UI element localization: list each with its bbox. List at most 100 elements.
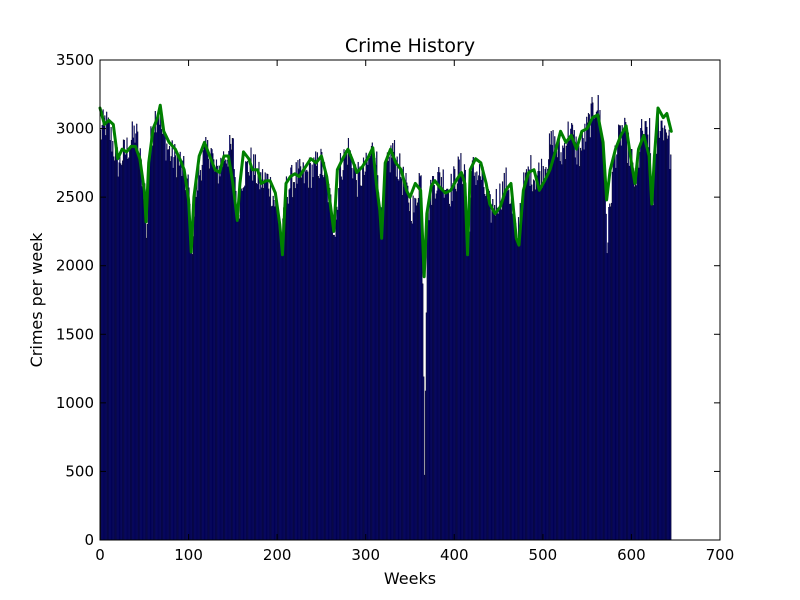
bar	[287, 203, 289, 541]
bar	[396, 156, 398, 541]
x-axis-title: Weeks	[384, 569, 436, 588]
bar	[238, 214, 240, 541]
bar	[198, 165, 200, 541]
bar	[461, 176, 463, 541]
bar	[211, 149, 213, 541]
bar	[638, 167, 640, 541]
bar	[611, 171, 613, 541]
y-tick-label: 0	[84, 531, 94, 549]
bar	[469, 231, 471, 541]
bar	[626, 162, 629, 541]
bar	[659, 131, 661, 541]
bar	[289, 188, 291, 541]
bar	[105, 135, 107, 541]
bar	[236, 216, 238, 541]
bar	[419, 176, 421, 541]
bar	[656, 123, 659, 541]
bar	[328, 183, 330, 541]
bar	[182, 160, 184, 541]
bar	[456, 183, 458, 541]
bar	[260, 172, 262, 541]
bar	[258, 161, 260, 541]
bar	[427, 199, 429, 541]
bar	[430, 179, 432, 541]
bar	[293, 182, 295, 541]
bar	[494, 205, 496, 541]
bar	[132, 137, 134, 541]
bar	[458, 159, 460, 541]
bar	[155, 132, 157, 541]
bar	[347, 137, 350, 541]
bar	[136, 123, 138, 541]
bar	[442, 169, 444, 541]
bar	[620, 145, 622, 541]
bar	[424, 474, 426, 541]
bar	[618, 124, 620, 541]
axes-layer	[99, 59, 721, 541]
bar	[589, 137, 591, 541]
bar	[277, 207, 279, 541]
bar	[614, 145, 616, 541]
bar	[556, 151, 558, 541]
chart-title: Crime History	[345, 35, 475, 57]
bar	[301, 170, 303, 541]
bar	[428, 220, 430, 541]
bar	[370, 155, 372, 541]
bar	[316, 152, 319, 541]
y-tick-label: 1000	[56, 394, 94, 412]
bar	[628, 165, 630, 541]
bar	[526, 179, 528, 541]
y-axis-title: Crimes per week	[27, 232, 46, 367]
bar	[641, 119, 643, 541]
bar	[613, 155, 615, 541]
bar	[587, 122, 589, 541]
bar	[246, 162, 248, 541]
bar	[171, 140, 173, 541]
bar	[180, 158, 182, 541]
x-tick-label: 700	[706, 546, 735, 564]
bar	[500, 205, 502, 541]
bar	[199, 175, 201, 541]
bar	[239, 189, 241, 541]
bar	[384, 181, 386, 541]
bar	[194, 191, 196, 541]
bar	[244, 185, 246, 541]
bar	[532, 179, 535, 541]
bar	[506, 186, 508, 541]
bar	[229, 135, 231, 541]
bar	[603, 168, 605, 541]
bar	[248, 175, 250, 541]
bar	[452, 183, 454, 541]
bar	[204, 145, 206, 541]
bar	[527, 166, 529, 541]
bar	[185, 179, 187, 541]
x-tick-label: 0	[95, 546, 105, 564]
bar	[331, 219, 333, 541]
bar	[636, 171, 638, 541]
x-tick-label: 300	[351, 546, 380, 564]
bar	[551, 145, 553, 541]
bar	[157, 117, 159, 541]
bar	[562, 145, 564, 541]
bar	[580, 150, 582, 541]
bar	[161, 133, 164, 541]
bar	[439, 187, 442, 541]
bar	[385, 168, 387, 541]
bar	[145, 221, 147, 541]
bar	[543, 183, 545, 541]
bar	[140, 159, 142, 541]
x-tick-label: 500	[529, 546, 558, 564]
bar	[639, 151, 641, 541]
bar	[455, 188, 457, 541]
bar	[115, 143, 117, 541]
bar	[667, 135, 669, 541]
bar	[380, 207, 382, 541]
bar	[310, 187, 312, 541]
bar	[523, 172, 525, 541]
bar	[351, 168, 353, 541]
bar	[343, 149, 345, 541]
bar	[432, 176, 434, 541]
bar	[107, 117, 109, 541]
bar	[409, 195, 412, 541]
bar	[340, 176, 342, 541]
